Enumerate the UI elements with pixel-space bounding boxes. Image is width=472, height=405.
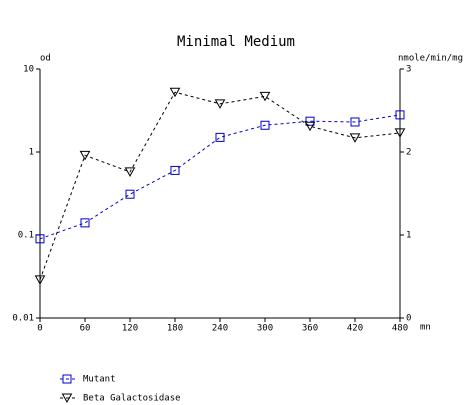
y2-tick-label: 0 [406,314,411,324]
x-axis-label: mn [420,323,431,333]
data-point [394,128,406,138]
data-point [305,116,315,126]
data-point [79,150,91,161]
legend-label: Mutant [83,375,116,385]
x-tick-label: 240 [212,324,228,334]
x-tick-label: 360 [302,324,318,334]
data-point [124,167,136,177]
y2-tick-label: 3 [406,65,411,75]
data-point [169,87,181,98]
data-point [349,133,361,143]
x-tick-label: 0 [37,324,42,334]
data-point [395,110,405,120]
data-point [304,121,316,132]
x-tick-label: 180 [167,324,183,334]
x-tick-label: 60 [80,324,91,334]
data-point [350,117,360,127]
data-point [35,234,45,244]
y-tick-label: 0.01 [12,314,34,324]
data-point [80,218,90,228]
x-tick-label: 480 [392,324,408,334]
y2-tick-label: 1 [406,231,411,241]
y-tick-label: 0.1 [18,231,34,241]
data-point [259,91,271,102]
data-point [34,275,46,285]
data-point [125,189,135,199]
data-point [260,120,270,130]
y2-axis-label: nmole/min/mg [398,54,463,64]
data-point [215,132,225,142]
legend-marker [61,393,73,404]
legend-label: Beta Galactosidase [83,394,181,404]
y-tick-label: 10 [23,65,34,75]
chart-title: Minimal Medium [177,34,295,50]
legend-marker [62,374,72,384]
x-tick-label: 120 [122,324,138,334]
y-tick-label: 1 [29,148,34,158]
x-tick-label: 420 [347,324,363,334]
data-point [170,165,180,175]
y-axis-label: od [40,54,51,64]
series-line [39,91,401,280]
x-tick-label: 300 [257,324,273,334]
y2-tick-label: 2 [406,148,411,158]
data-point [214,99,226,109]
